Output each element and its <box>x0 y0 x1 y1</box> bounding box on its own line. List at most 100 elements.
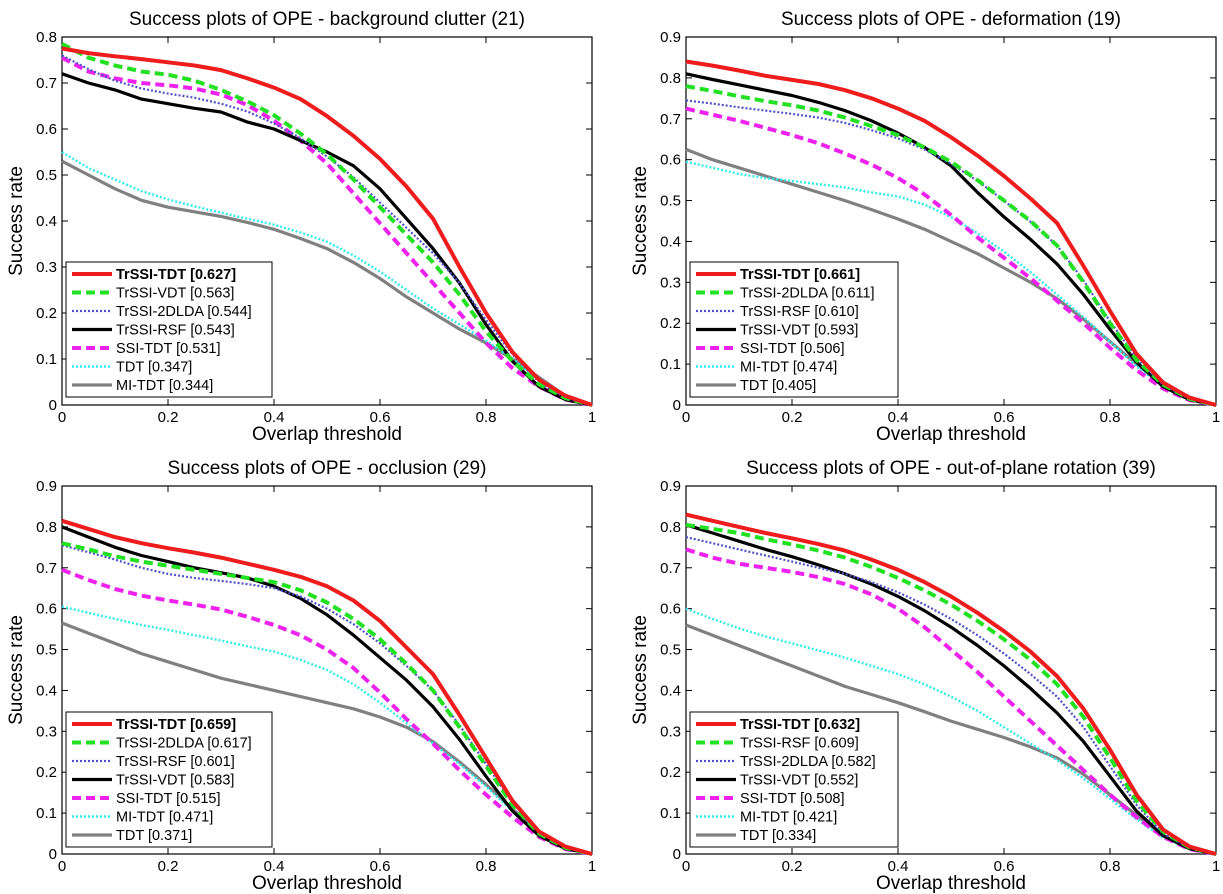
y-tick-label: 0 <box>673 397 681 414</box>
x-tick-label: 0 <box>58 409 66 426</box>
y-tick-label: 0.2 <box>36 764 57 781</box>
x-tick-label: 0.4 <box>264 858 285 875</box>
legend-entry: TrSSI-VDT [0.552] <box>740 773 858 789</box>
legend-entry: TrSSI-TDT [0.627] <box>116 267 236 283</box>
x-tick-label: 0 <box>682 409 690 426</box>
y-tick-label: 0 <box>49 846 57 863</box>
legend-entry: TDT [0.405] <box>740 378 816 394</box>
y-tick-label: 0.1 <box>36 805 57 822</box>
y-tick-label: 0.7 <box>660 560 681 577</box>
y-axis-label: Success rate <box>630 166 651 276</box>
series-line <box>61 605 593 856</box>
x-tick-label: 0.2 <box>782 858 803 875</box>
series-line <box>61 159 593 407</box>
y-tick-label: 0.3 <box>36 259 57 276</box>
chart-title: Success plots of OPE - occlusion (29) <box>168 458 487 479</box>
legend-entry: TrSSI-TDT [0.659] <box>116 717 236 733</box>
legend-entry: TDT [0.371] <box>116 828 192 844</box>
y-tick-label: 0.4 <box>36 682 57 699</box>
y-tick-label: 0 <box>49 397 57 414</box>
series-line <box>61 150 593 407</box>
legend-entry: SSI-TDT [0.531] <box>116 341 221 357</box>
x-tick-label: 0 <box>58 858 66 875</box>
y-tick-label: 0.7 <box>36 75 57 92</box>
y-tick-label: 0.2 <box>660 764 681 781</box>
series-line <box>61 46 593 407</box>
series-line <box>685 72 1217 407</box>
series-line <box>685 547 1217 856</box>
y-tick-label: 0.7 <box>660 111 681 128</box>
y-tick-label: 0.4 <box>660 682 681 699</box>
legend-entry: TrSSI-VDT [0.563] <box>116 286 234 302</box>
series-line <box>61 567 593 856</box>
y-tick-label: 0.2 <box>660 315 681 332</box>
x-tick-label: 1 <box>1212 409 1220 426</box>
y-tick-label: 0.3 <box>36 723 57 740</box>
chart-panel-out-of-plane-rotation: Success plots of OPE - out-of-plane rota… <box>630 458 1220 894</box>
series-line <box>685 99 1217 407</box>
legend-entry: MI-TDT [0.344] <box>116 378 213 394</box>
x-tick-label: 0.8 <box>1100 409 1121 426</box>
x-tick-label: 1 <box>1212 858 1220 875</box>
x-tick-label: 0.8 <box>476 858 497 875</box>
y-tick-label: 0.5 <box>660 642 681 659</box>
legend-entry: TDT [0.347] <box>116 360 192 376</box>
series-line <box>61 518 593 856</box>
x-tick-label: 0.4 <box>888 409 909 426</box>
legend-entry: MI-TDT [0.474] <box>740 360 837 376</box>
legend-entry: TrSSI-2DLDA [0.544] <box>116 304 252 320</box>
legend-entry: TrSSI-RSF [0.609] <box>740 736 859 752</box>
x-tick-label: 0.6 <box>994 409 1015 426</box>
series-line <box>61 541 593 856</box>
chart-title: Success plots of OPE - background clutte… <box>129 9 525 30</box>
x-tick-label: 1 <box>588 858 596 875</box>
y-tick-label: 0.4 <box>660 233 681 250</box>
x-tick-label: 0.2 <box>782 409 803 426</box>
legend-entry: MI-TDT [0.471] <box>116 810 213 826</box>
x-tick-label: 0.4 <box>888 858 909 875</box>
y-tick-label: 0.2 <box>36 305 57 322</box>
x-axis-label: Overlap threshold <box>252 424 402 445</box>
y-axis-label: Success rate <box>6 166 27 276</box>
y-tick-label: 0.8 <box>36 29 57 46</box>
y-tick-label: 0.9 <box>660 478 681 495</box>
y-tick-label: 0.5 <box>660 193 681 210</box>
chart-panel-occlusion: Success plots of OPE - occlusion (29) 0 0.… <box>6 458 596 894</box>
y-axis-label: Success rate <box>630 615 651 725</box>
legend-entry: TDT [0.334] <box>740 828 816 844</box>
legend-entry: TrSSI-TDT [0.632] <box>740 717 860 733</box>
y-tick-label: 0.6 <box>36 601 57 618</box>
y-tick-label: 0 <box>673 846 681 863</box>
y-tick-label: 0.1 <box>36 351 57 368</box>
legend-entry: TrSSI-2DLDA [0.617] <box>116 736 252 752</box>
legend-entry: SSI-TDT [0.515] <box>116 791 221 807</box>
y-tick-label: 0.9 <box>660 29 681 46</box>
chart-title: Success plots of OPE - deformation (19) <box>781 9 1121 30</box>
y-tick-label: 0.6 <box>36 121 57 138</box>
legend-entry: TrSSI-RSF [0.601] <box>116 754 235 770</box>
series-line <box>685 523 1217 856</box>
y-tick-label: 0.1 <box>660 805 681 822</box>
x-tick-label: 0.8 <box>476 409 497 426</box>
y-tick-label: 0.5 <box>36 167 57 184</box>
x-tick-label: 0 <box>682 858 690 875</box>
legend-entry: SSI-TDT [0.508] <box>740 791 845 807</box>
series-line <box>685 106 1217 407</box>
y-axis-label: Success rate <box>6 615 27 725</box>
x-axis-label: Overlap threshold <box>252 873 402 894</box>
x-axis-label: Overlap threshold <box>876 873 1026 894</box>
series-line <box>685 536 1217 856</box>
y-tick-label: 0.1 <box>660 356 681 373</box>
series-line <box>685 84 1217 407</box>
chart-panel-deformation: Success plots of OPE - deformation (19) 0… <box>630 9 1220 445</box>
series-line <box>685 512 1217 856</box>
legend-entry: TrSSI-2DLDA [0.611] <box>740 286 875 302</box>
legend-entry: TrSSI-RSF [0.610] <box>740 304 859 320</box>
x-tick-label: 0.4 <box>264 409 285 426</box>
x-tick-label: 0.6 <box>370 409 391 426</box>
legend-entry: SSI-TDT [0.506] <box>740 341 845 357</box>
series-line <box>61 54 593 407</box>
series-line <box>61 544 593 856</box>
y-tick-label: 0.6 <box>660 152 681 169</box>
